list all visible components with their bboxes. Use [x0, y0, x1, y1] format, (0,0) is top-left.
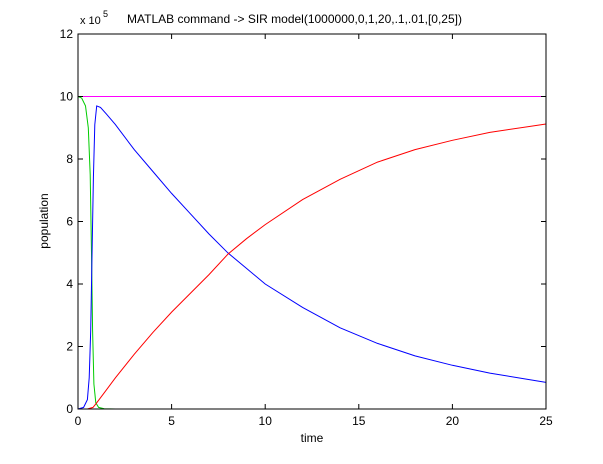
- y-tick-label: 8: [66, 152, 73, 166]
- x-axis-ticks: 0 5 10 15 20 25: [75, 34, 553, 428]
- y-tick-label: 4: [66, 277, 73, 291]
- plot-area: [78, 34, 546, 409]
- x-tick-label: 0: [75, 414, 82, 428]
- x-axis-label: time: [301, 431, 324, 445]
- y-tick-label: 12: [60, 27, 74, 41]
- y-tick-label: 2: [66, 340, 73, 354]
- y-axis-ticks: 0 2 4 6 8 10 12: [60, 27, 546, 416]
- x-tick-label: 15: [352, 414, 366, 428]
- x-tick-label: 25: [539, 414, 553, 428]
- x-tick-label: 5: [168, 414, 175, 428]
- x-tick-label: 20: [446, 414, 460, 428]
- y-tick-label: 6: [66, 215, 73, 229]
- y-scale-label: x 10: [80, 15, 101, 27]
- y-scale-exponent: 5: [103, 9, 108, 19]
- x-tick-label: 10: [259, 414, 273, 428]
- chart-title: MATLAB command -> SIR model(1000000,0,1,…: [127, 12, 462, 26]
- y-axis-label: population: [37, 193, 51, 248]
- series-line-2: [77, 105, 547, 410]
- y-tick-label: 0: [66, 402, 73, 416]
- series-line-3: [78, 123, 547, 410]
- y-tick-label: 10: [60, 90, 74, 104]
